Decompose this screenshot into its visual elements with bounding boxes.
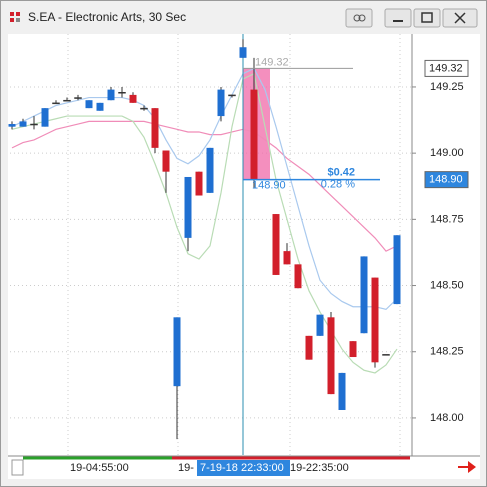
candle-body bbox=[129, 94, 137, 103]
candle-body bbox=[41, 108, 49, 127]
measure-low-label: 148.90 bbox=[252, 180, 286, 192]
price-marker bbox=[424, 171, 469, 189]
candle-body bbox=[360, 256, 368, 334]
candle-body bbox=[250, 89, 258, 180]
candle-body bbox=[349, 341, 357, 358]
candle-body bbox=[382, 354, 390, 356]
app-icon bbox=[10, 12, 20, 22]
y-tick-label: 149.00 bbox=[430, 147, 464, 159]
candle-body bbox=[162, 150, 170, 172]
measure-change: $0.42 bbox=[327, 167, 355, 179]
y-tick-label: 148.25 bbox=[430, 346, 464, 358]
crosshair-time-label: 7-19-18 22:33:00 bbox=[200, 462, 284, 474]
candle-body bbox=[118, 92, 126, 94]
candle-body bbox=[140, 107, 148, 110]
indicator-line bbox=[11, 120, 398, 252]
candle-body bbox=[327, 317, 335, 395]
candle-body bbox=[195, 171, 203, 196]
window-title: S.EA - Electronic Arts, 30 Sec bbox=[28, 10, 186, 24]
candle-body bbox=[294, 264, 302, 289]
candle-body bbox=[30, 123, 38, 126]
candle-body bbox=[316, 314, 324, 336]
candle-body bbox=[74, 97, 82, 99]
close-button[interactable] bbox=[442, 8, 478, 28]
candle-body bbox=[217, 89, 225, 117]
scroll-box[interactable] bbox=[11, 459, 24, 476]
scroll-arrow[interactable] bbox=[458, 461, 476, 473]
candle-body bbox=[338, 372, 346, 410]
x-tick-label: 19- bbox=[178, 462, 194, 474]
candle-body bbox=[151, 108, 159, 148]
candle-body bbox=[19, 121, 27, 127]
x-tick-label: 19-22:35:00 bbox=[290, 462, 349, 474]
candle-body bbox=[63, 99, 71, 102]
candle-body bbox=[173, 317, 181, 387]
candle-body bbox=[228, 94, 236, 97]
link-button[interactable] bbox=[345, 8, 373, 28]
measure-percent: 0.28 % bbox=[321, 179, 355, 191]
candle-body bbox=[239, 47, 247, 58]
candle-body bbox=[283, 251, 291, 265]
y-tick-label: 148.50 bbox=[430, 279, 464, 291]
candle-body bbox=[371, 277, 379, 363]
candle-body bbox=[107, 89, 115, 101]
candle-body bbox=[8, 124, 16, 127]
indicator-line bbox=[11, 67, 398, 311]
price-marker-label: 148.90 bbox=[429, 174, 463, 186]
y-tick-label: 148.75 bbox=[430, 213, 464, 225]
candle-body bbox=[96, 102, 104, 111]
candle-body bbox=[206, 147, 214, 193]
crosshair-time-box bbox=[197, 460, 290, 476]
y-tick-label: 148.00 bbox=[430, 412, 464, 424]
measure-high-label: 149.32 bbox=[255, 56, 289, 68]
x-tick-label: 19-04:55:00 bbox=[70, 462, 129, 474]
price-marker-label: 149.32 bbox=[429, 62, 463, 74]
maximize-button[interactable] bbox=[413, 8, 441, 28]
y-tick-label: 149.25 bbox=[430, 81, 464, 93]
candle-body bbox=[393, 235, 401, 305]
candle-body bbox=[184, 176, 192, 238]
candle-body bbox=[85, 100, 93, 109]
candle-body bbox=[272, 214, 280, 275]
minimize-button[interactable] bbox=[384, 8, 412, 28]
candle-body bbox=[52, 102, 60, 105]
price-marker bbox=[424, 59, 469, 77]
candle-body bbox=[305, 335, 313, 360]
